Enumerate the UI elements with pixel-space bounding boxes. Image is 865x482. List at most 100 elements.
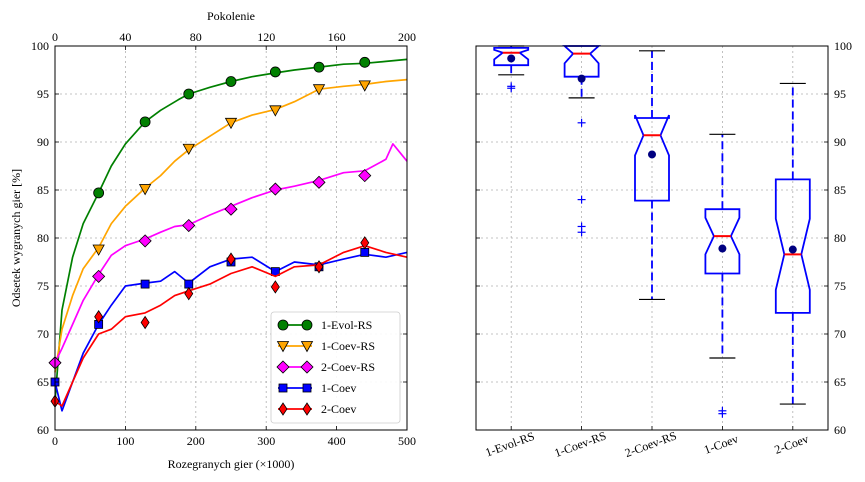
box-mean-marker [577,74,586,83]
legend: 1-Evol-RS 1-Coev-RS 2-Coev-RS 1-Coev 2-Coev [270,311,401,424]
left-x-tick-label: 400 [328,434,346,448]
series-marker-1-evol-rs [139,116,151,128]
box-body [774,178,811,314]
series-marker-1-evol-rs [359,56,371,68]
legend-marker-left-2-coev-rs [276,360,290,374]
series-marker-1-coev-rs [358,80,371,92]
series-marker-1-coev [184,279,194,289]
box-body [704,208,741,275]
legend-marker-right-1-coev [302,383,312,393]
legend-label-1-evol-rs: 1-Evol-RS [321,318,372,332]
box-body [493,47,530,67]
right-y-tick-label: 80 [834,231,846,245]
left-y-tick-label: 90 [37,135,49,149]
left-y-tick-label: 100 [31,39,49,53]
right-y-tick-label: 85 [834,183,846,197]
series-marker-2-coev [360,236,370,250]
series-marker-1-evol-rs [225,76,237,87]
left-series [48,56,408,412]
series-marker-2-coev-rs [312,175,326,189]
left-x-tick-label: 300 [257,434,275,448]
left-y-tick-label: 80 [37,231,49,245]
left-top-tick-label: 200 [398,30,416,44]
left-top-tick-label: 80 [190,30,202,44]
box-mean-marker [648,150,656,159]
right-category-label: 1-Coev [702,432,740,457]
series-marker-2-coev [140,315,150,330]
left-top-axis-label: Pokolenie [207,9,255,23]
left-y-tick-label: 75 [37,279,49,293]
right-category-label: 1-Evol-RS [483,429,536,460]
series-marker-1-coev-rs [269,105,282,117]
legend-marker-right-1-coev-rs [300,341,314,353]
right-y-tick-label: 60 [834,423,846,437]
series-marker-1-evol-rs [313,61,325,73]
box-outlier [577,195,586,204]
series-marker-2-coev-rs [268,182,282,196]
left-x-axis-label: Rozegranych gier (×1000) [168,457,295,471]
right-y-tick-label: 65 [834,375,846,389]
left-x-tick-label: 500 [398,434,416,448]
left-y-tick-label: 65 [37,375,49,389]
series-marker-2-coev [184,286,194,301]
series-marker-1-coev-rs [312,84,326,96]
series-marker-2-coev-rs [182,218,196,233]
series-marker-2-coev-rs [224,202,238,216]
legend-box [270,311,401,424]
legend-marker-left-1-coev-rs [276,341,290,353]
series-marker-2-coev [226,252,236,266]
right-boxes [493,45,811,418]
series-marker-2-coev [270,280,280,294]
series-marker-1-coev [360,247,370,257]
legend-label-1-coev-rs: 1-Coev-RS [321,339,375,353]
left-x-tick-label: 100 [116,434,134,448]
box-outlier [718,409,727,418]
legend-marker-left-2-coev [278,402,288,416]
series-marker-2-coev [314,260,324,274]
series-marker-2-coev-rs [138,234,152,248]
right-category-label: 2-Coev-RS [623,428,679,460]
left-top-tick-label: 120 [257,30,275,44]
legend-label-2-coev: 2-Coev [321,402,356,416]
box-mean-marker [507,54,516,63]
left-y-tick-label: 85 [37,183,49,197]
legend-label-1-coev: 1-Coev [321,381,356,395]
left-y-axis-label: Odsetek wygranych gier [%] [9,169,23,307]
series-marker-2-coev-rs [92,269,106,283]
box-mean-marker [788,245,797,254]
right-category-label: 2-Coev [772,432,810,457]
right-y-tick-label: 95 [834,87,846,101]
left-top-tick-label: 160 [328,30,346,44]
series-marker-2-coev [94,309,104,324]
series-marker-1-evol-rs [183,88,195,100]
series-marker-1-coev-rs [92,244,105,256]
legend-marker-left-1-coev [278,383,288,393]
left-top-tick-label: 0 [52,30,58,44]
right-y-tick-label: 90 [834,135,846,149]
legend-label-2-coev-rs: 2-Coev-RS [321,360,375,374]
legend-marker-right-2-coev-rs [300,360,314,374]
box-body [634,114,670,202]
right-category-label: 1-Coev-RS [552,428,608,460]
box-outlier [577,118,586,127]
series-line-2-coev-rs [54,143,408,364]
series-marker-1-evol-rs [269,66,281,78]
left-y-tick-label: 70 [37,327,49,341]
legend-marker-right-1-evol-rs [301,319,313,331]
left-x-tick-label: 0 [52,434,58,448]
series-marker-1-coev-rs [138,184,152,196]
series-marker-1-coev-rs [182,143,195,156]
box-outlier [577,228,586,237]
left-x-tick-label: 200 [187,434,205,448]
right-y-tick-label: 100 [834,39,852,53]
box-plot-panel: 60 65 70 75 80 85 90 95 100 1-Evol-RS 1-Coev-RS 2-C… [475,39,852,460]
left-y-tick-label: 95 [37,87,49,101]
right-y-tick-label: 75 [834,279,846,293]
left-y-tick-label: 60 [37,423,49,437]
legend-marker-right-2-coev [302,402,312,416]
series-marker-1-coev-rs [224,117,238,130]
series-marker-2-coev-rs [358,169,372,183]
